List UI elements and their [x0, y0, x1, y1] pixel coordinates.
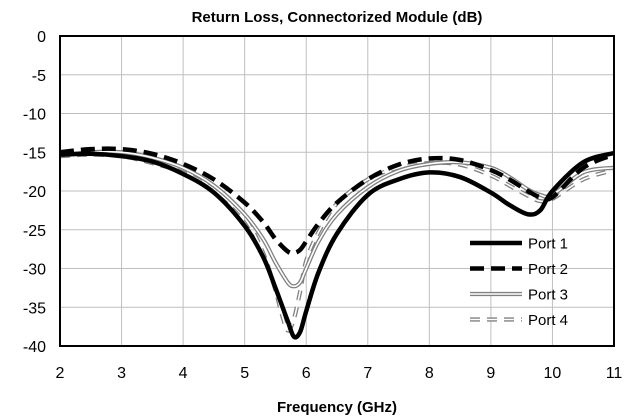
x-tick-label: 11 — [606, 365, 623, 382]
legend-item-port-4: Port 4 — [470, 312, 568, 329]
series-line-port-1 — [59, 150, 615, 340]
legend-item-port-1: Port 1 — [470, 236, 568, 253]
x-tick-label: 3 — [117, 365, 126, 382]
x-tick-label: 4 — [179, 365, 188, 382]
y-tick-label: -25 — [23, 223, 46, 240]
series-line-port-4-inner — [59, 153, 615, 332]
x-tick-label: 8 — [425, 365, 434, 382]
y-tick-label: -40 — [23, 339, 46, 356]
legend: Port 1 Port 2 Port 3 Port 4 — [470, 236, 568, 329]
x-tick-label: 6 — [302, 365, 311, 382]
x-axis-title: Frequency (GHz) — [277, 399, 397, 416]
x-tick-label: 2 — [56, 365, 65, 382]
plot-series — [59, 146, 615, 340]
y-tick-label: 0 — [37, 29, 46, 46]
y-tick-label: -10 — [23, 107, 46, 124]
y-tick-label: -15 — [23, 145, 46, 162]
legend-label: Port 2 — [528, 261, 568, 278]
series-port-2 — [59, 146, 615, 256]
series-port-1 — [59, 150, 615, 340]
x-axis-tick-labels: 2 3 4 5 6 7 8 9 10 11 — [56, 365, 623, 382]
y-axis-tick-labels: 0 -5 -10 -15 -20 -25 -30 -35 -40 — [23, 29, 46, 356]
series-port-3 — [59, 149, 615, 289]
legend-label: Port 4 — [528, 312, 568, 329]
plot-area-border — [59, 35, 615, 347]
y-tick-label: -5 — [32, 68, 46, 85]
x-tick-label: 7 — [363, 365, 372, 382]
x-tick-label: 5 — [240, 365, 249, 382]
chart-title: Return Loss, Connectorized Module (dB) — [192, 9, 483, 26]
series-line-port-3-inner — [59, 150, 615, 288]
x-tick-label: 9 — [486, 365, 495, 382]
y-tick-label: -30 — [23, 262, 46, 279]
y-tick-label: -20 — [23, 184, 46, 201]
legend-label: Port 3 — [528, 287, 568, 304]
legend-label: Port 1 — [528, 236, 568, 253]
y-tick-label: -35 — [23, 300, 46, 317]
x-tick-label: 10 — [544, 365, 562, 382]
series-line-port-2 — [59, 146, 615, 256]
series-port-4 — [59, 152, 615, 333]
legend-item-port-2: Port 2 — [470, 261, 568, 278]
legend-item-port-3: Port 3 — [470, 287, 568, 304]
